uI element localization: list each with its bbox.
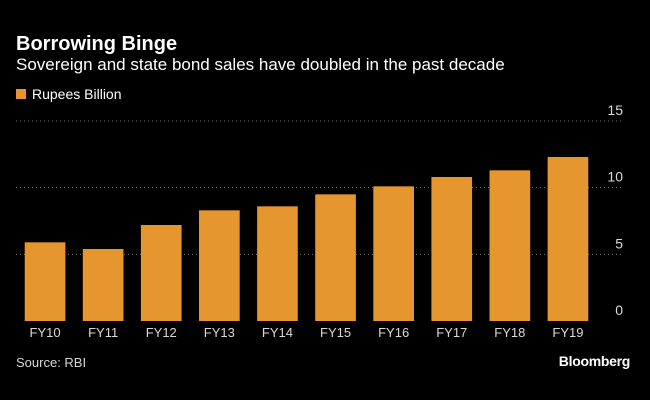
chart-subtitle: Sovereign and state bond sales have doub… — [16, 55, 505, 74]
y-tick-label: 15 — [607, 102, 623, 118]
x-tick-label: FY19 — [552, 325, 583, 340]
bar-fy19 — [547, 157, 589, 321]
x-tick-label: FY15 — [320, 325, 351, 340]
bar-fy17 — [431, 177, 473, 321]
legend-label: Rupees Billion — [32, 86, 122, 102]
legend-swatch — [16, 89, 26, 99]
bar-fy13 — [199, 210, 240, 321]
y-tick-label: 5 — [615, 235, 623, 251]
bar-fy15 — [315, 194, 356, 321]
x-tick-label: FY10 — [30, 325, 61, 340]
bar-fy10 — [24, 242, 66, 321]
y-tick-label: 0 — [615, 302, 623, 318]
x-tick-label: FY12 — [146, 325, 177, 340]
x-tick-label: FY14 — [262, 325, 293, 340]
x-tick-label: FY13 — [204, 325, 235, 340]
bar-fy16 — [373, 186, 414, 321]
x-tick-label: FY17 — [436, 325, 467, 340]
bloomberg-logo: Bloomberg — [558, 353, 631, 369]
bar-fy11 — [82, 249, 124, 321]
y-tick-label: 10 — [607, 169, 623, 185]
x-tick-label: FY16 — [378, 325, 409, 340]
legend: Rupees Billion — [16, 86, 122, 102]
x-tick-label: FY11 — [88, 325, 118, 340]
x-tick-label: FY18 — [494, 325, 525, 340]
bar-fy14 — [257, 206, 298, 321]
chart-title: Borrowing Binge — [16, 33, 178, 55]
source-note: Source: RBI — [16, 355, 87, 370]
bar-fy12 — [140, 225, 182, 321]
bar-fy18 — [489, 170, 531, 321]
